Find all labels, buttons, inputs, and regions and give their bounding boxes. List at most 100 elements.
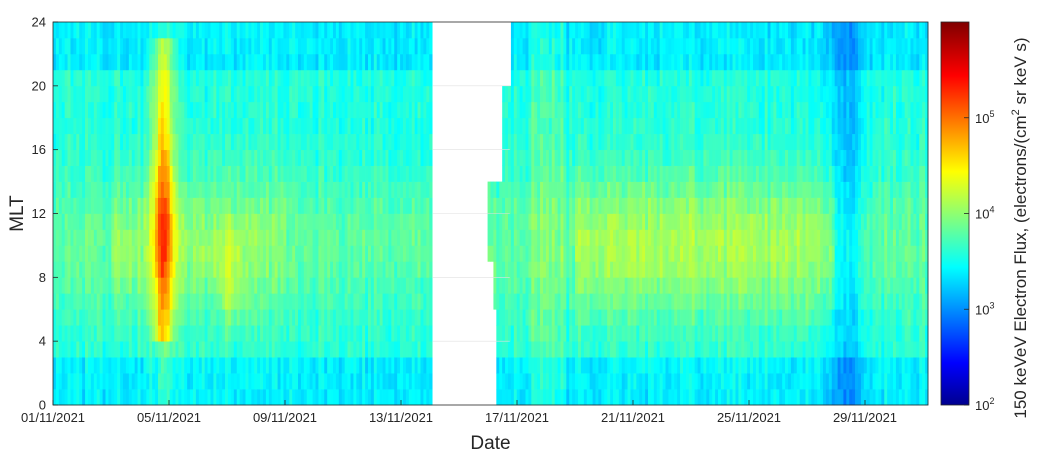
heatmap-cell [53,37,57,55]
heatmap-cell [265,341,270,358]
heatmap-cell [134,357,138,374]
heatmap-cell [648,261,652,278]
heatmap-cell [300,165,305,182]
heatmap-cell [368,213,372,230]
heatmap-cell [350,69,354,87]
heatmap-cell [187,309,191,326]
heatmap-cell [429,69,433,87]
heatmap-cell [298,69,302,87]
heatmap-cell [560,197,564,214]
heatmap-cell [598,229,602,246]
heatmap-cell [683,245,687,262]
heatmap-cell [560,85,564,103]
heatmap-cell [96,165,101,182]
heatmap-cell [105,181,109,198]
heatmap-cell [61,261,66,278]
heatmap-cell [274,229,278,246]
heatmap-cell [554,229,558,246]
heatmap-cell [117,149,121,166]
heatmap-cell [683,341,687,358]
heatmap-cell [554,341,558,358]
heatmap-cell [712,165,716,182]
heatmap-cell [718,389,722,406]
heatmap-cell [653,22,658,39]
heatmap-cell [61,277,66,294]
heatmap-cell [405,245,410,262]
heatmap-cell [598,293,602,310]
heatmap-cell [365,309,369,326]
heatmap-cell [64,325,68,342]
heatmap-cell [566,389,570,406]
heatmap-cell [420,165,424,182]
heatmap-cell [370,277,375,294]
heatmap-cell [557,229,561,246]
heatmap-cell [137,149,141,166]
heatmap-cell [219,373,223,390]
heatmap-cell [359,37,363,55]
heatmap-cell [642,149,646,166]
heatmap-cell [659,181,663,198]
heatmap-cell [286,133,290,151]
heatmap-cell [146,197,150,214]
heatmap-cell [645,101,649,119]
heatmap-cell [642,309,646,326]
heatmap-cell [125,213,130,230]
heatmap-cell [277,293,281,310]
heatmap-cell [99,117,103,135]
heatmap-cell [627,37,631,55]
heatmap-cell [344,373,348,390]
heatmap-cell [64,277,68,294]
heatmap-cell [490,181,494,198]
heatmap-cell [397,117,401,135]
heatmap-cell [324,261,328,278]
heatmap-cell [510,53,515,71]
heatmap-cell [128,293,133,310]
heatmap-cell [73,197,77,214]
heatmap-cell [228,181,232,198]
heatmap-cell [531,53,535,71]
heatmap-cell [429,53,433,71]
heatmap-cell [225,37,229,55]
heatmap-cell [181,229,185,246]
heatmap-cell [277,325,281,342]
heatmap-cell [271,37,276,55]
heatmap-cell [90,293,95,310]
heatmap-cell [534,341,538,358]
heatmap-cell [198,53,203,71]
heatmap-cell [373,85,378,103]
heatmap-cell [158,373,162,390]
heatmap-cell [639,357,643,374]
heatmap-cell [505,149,509,166]
heatmap-cell [423,37,427,55]
heatmap-cell [566,165,570,182]
heatmap-cell [391,37,395,55]
heatmap-cell [90,69,95,87]
heatmap-cell [405,389,410,406]
heatmap-cell [76,22,80,39]
heatmap-cell [67,325,71,342]
heatmap-cell [140,22,144,39]
heatmap-cell [400,165,404,182]
heatmap-cell [601,69,605,87]
heatmap-cell [411,373,416,390]
heatmap-cell [315,165,319,182]
heatmap-cell [420,53,424,71]
heatmap-cell [400,85,404,103]
heatmap-cell [207,53,211,71]
heatmap-cell [251,309,255,326]
heatmap-cell [277,69,281,87]
heatmap-cell [712,117,716,135]
heatmap-cell [169,197,173,214]
heatmap-cell [621,85,626,103]
heatmap-cell [350,133,354,151]
heatmap-cell [198,389,203,406]
heatmap-cell [636,165,640,182]
heatmap-cell [426,213,430,230]
heatmap-cell [79,245,83,262]
heatmap-cell [263,245,267,262]
heatmap-cell [169,229,173,246]
heatmap-cell [712,85,716,103]
heatmap-cell [691,133,696,151]
heatmap-cell [624,245,628,262]
heatmap-cell [656,101,661,119]
